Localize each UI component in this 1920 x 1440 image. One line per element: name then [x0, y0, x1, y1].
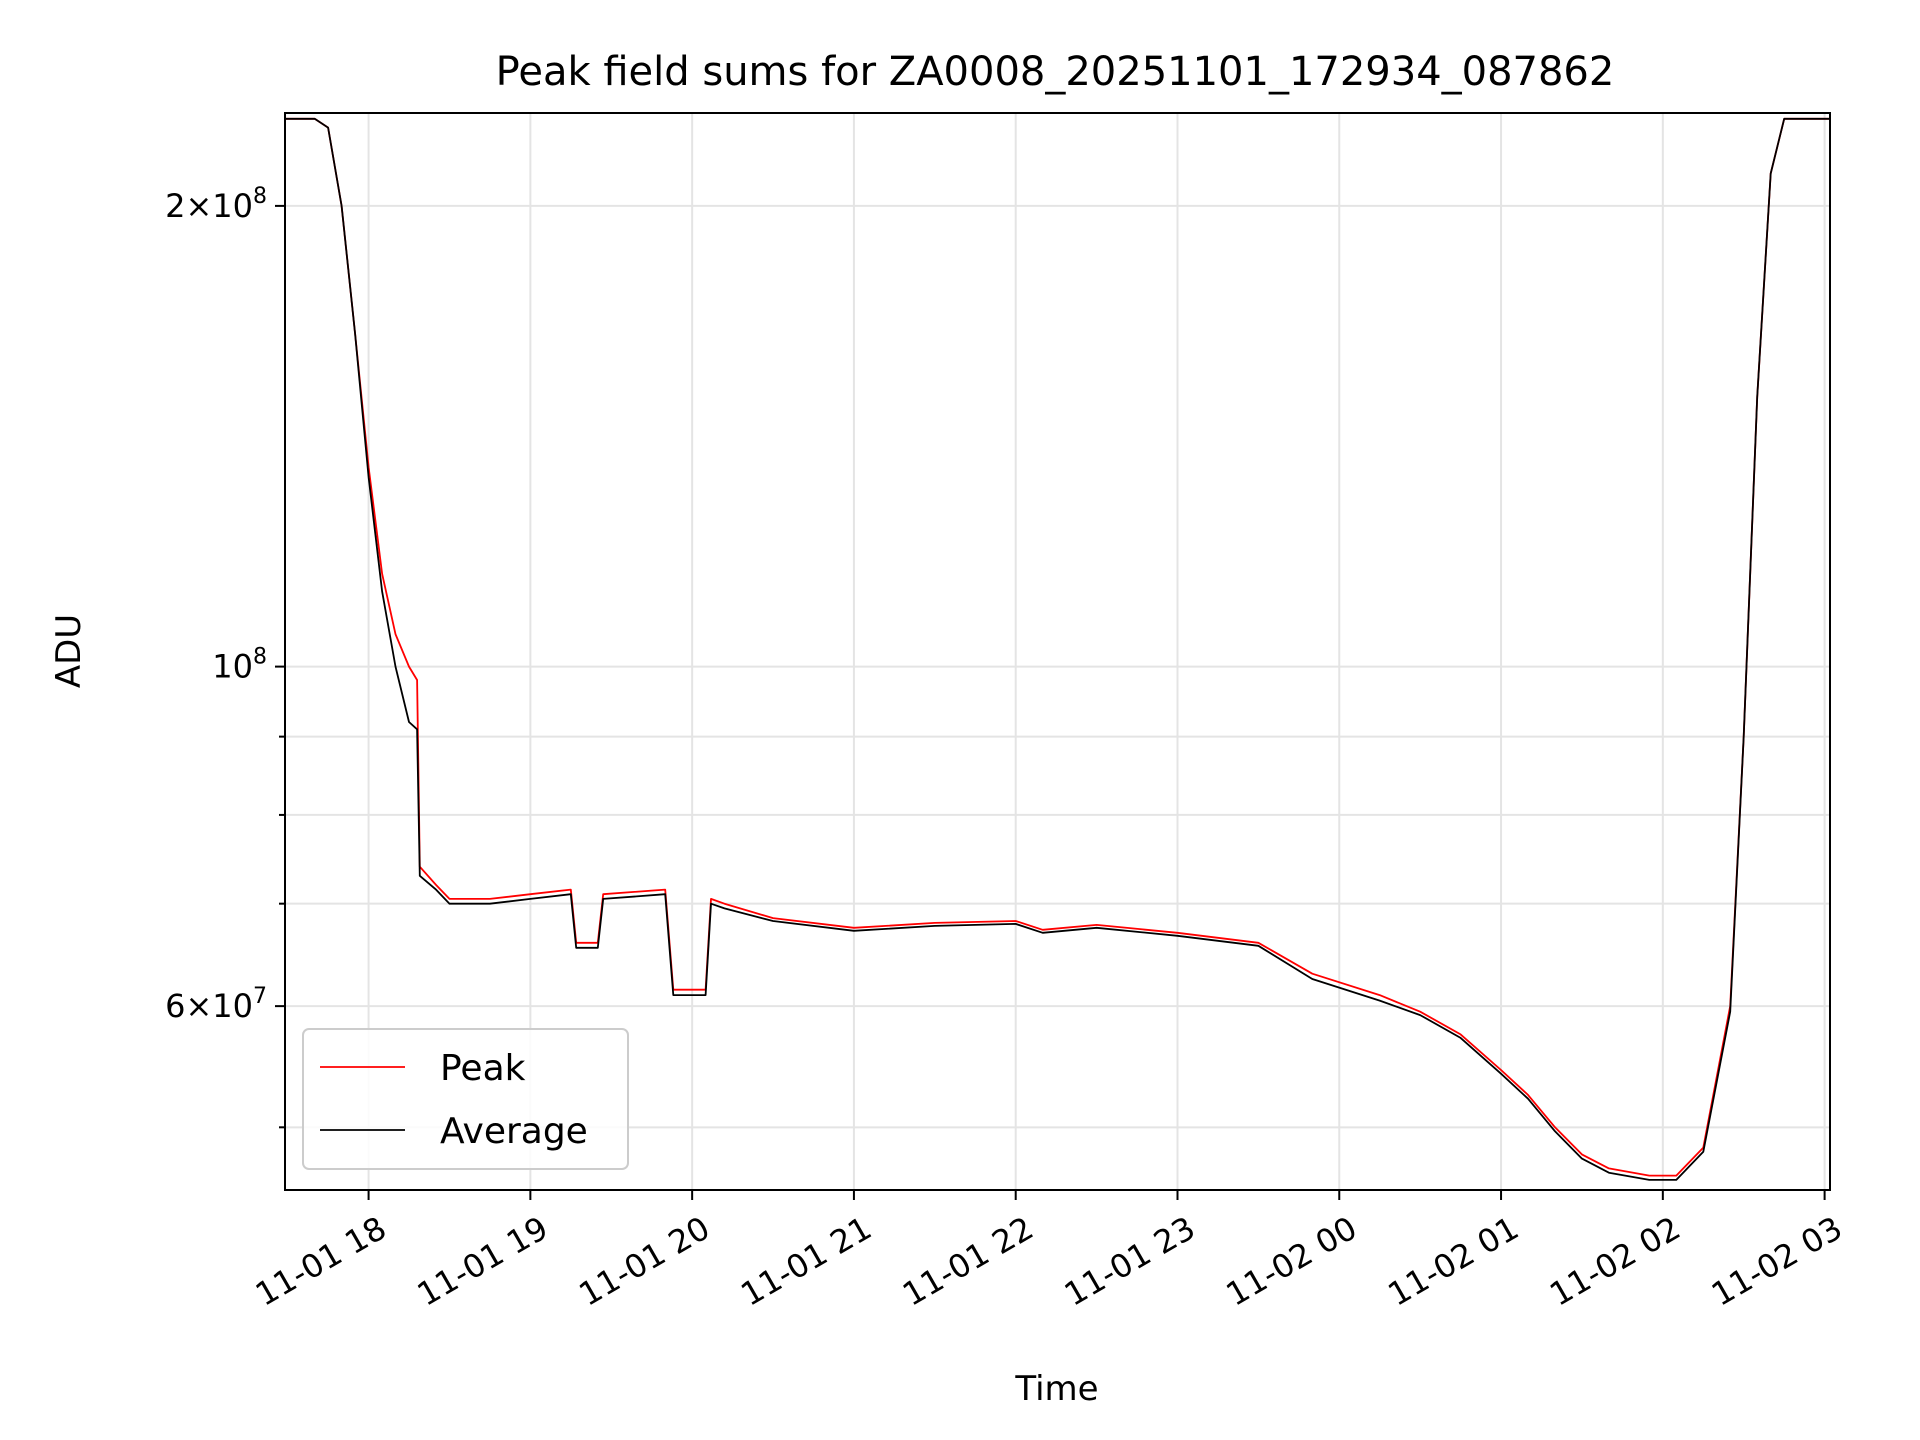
series-line-average — [285, 117, 1830, 1181]
y-axis-label: ADU — [49, 614, 89, 688]
y-tick-label: 2×108 — [165, 184, 267, 225]
y-tick-label: 6×107 — [165, 984, 267, 1025]
legend: Peak Average — [302, 1028, 629, 1170]
y-tick-label-exponent: 8 — [253, 184, 267, 209]
y-tick-label-base: 6×10 — [165, 987, 253, 1025]
y-tick-label-exponent: 7 — [253, 984, 267, 1009]
y-tick-label-base: 10 — [212, 648, 253, 686]
plot-frame — [284, 112, 1831, 1191]
legend-label-peak: Peak — [440, 1048, 526, 1089]
legend-label-average: Average — [440, 1111, 588, 1152]
x-axis-label: Time — [1014, 1369, 1098, 1409]
y-tick-label-exponent: 8 — [253, 645, 267, 670]
series-layer — [285, 117, 1830, 1181]
legend-box — [302, 1028, 629, 1170]
series-line-peak — [285, 117, 1830, 1177]
chart-title: Peak field sums for ZA0008_20251101_1729… — [496, 49, 1615, 95]
y-tick-label-base: 2×10 — [165, 187, 253, 225]
y-tick-label: 108 — [212, 645, 267, 686]
